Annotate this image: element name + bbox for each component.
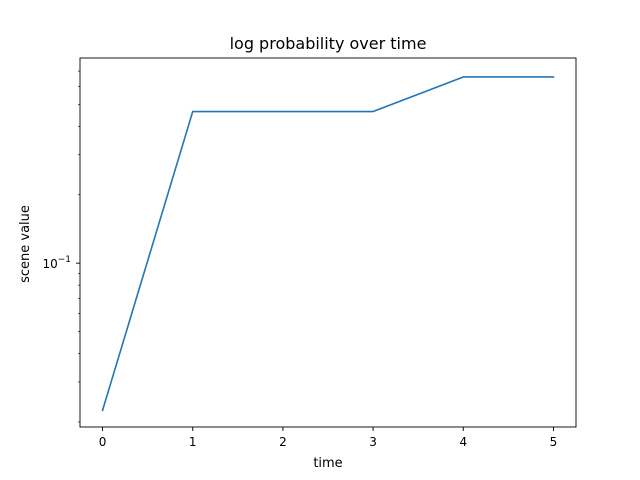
y-axis-label: scene value [18,205,33,283]
x-tick-label: 5 [550,435,558,449]
x-tick-label: 1 [189,435,197,449]
x-axis-label: time [313,456,342,471]
plot-area: 0 1 2 3 4 5 10−1 [42,57,577,449]
x-tick-label: 4 [459,435,467,449]
y-tick-label: 10−1 [42,255,71,271]
x-tick-label: 0 [99,435,107,449]
series-line [101,76,555,412]
x-tick-label: 3 [369,435,377,449]
plot-frame [79,57,577,428]
x-tick-label: 2 [279,435,287,449]
chart-title: log probability over time [230,34,427,53]
